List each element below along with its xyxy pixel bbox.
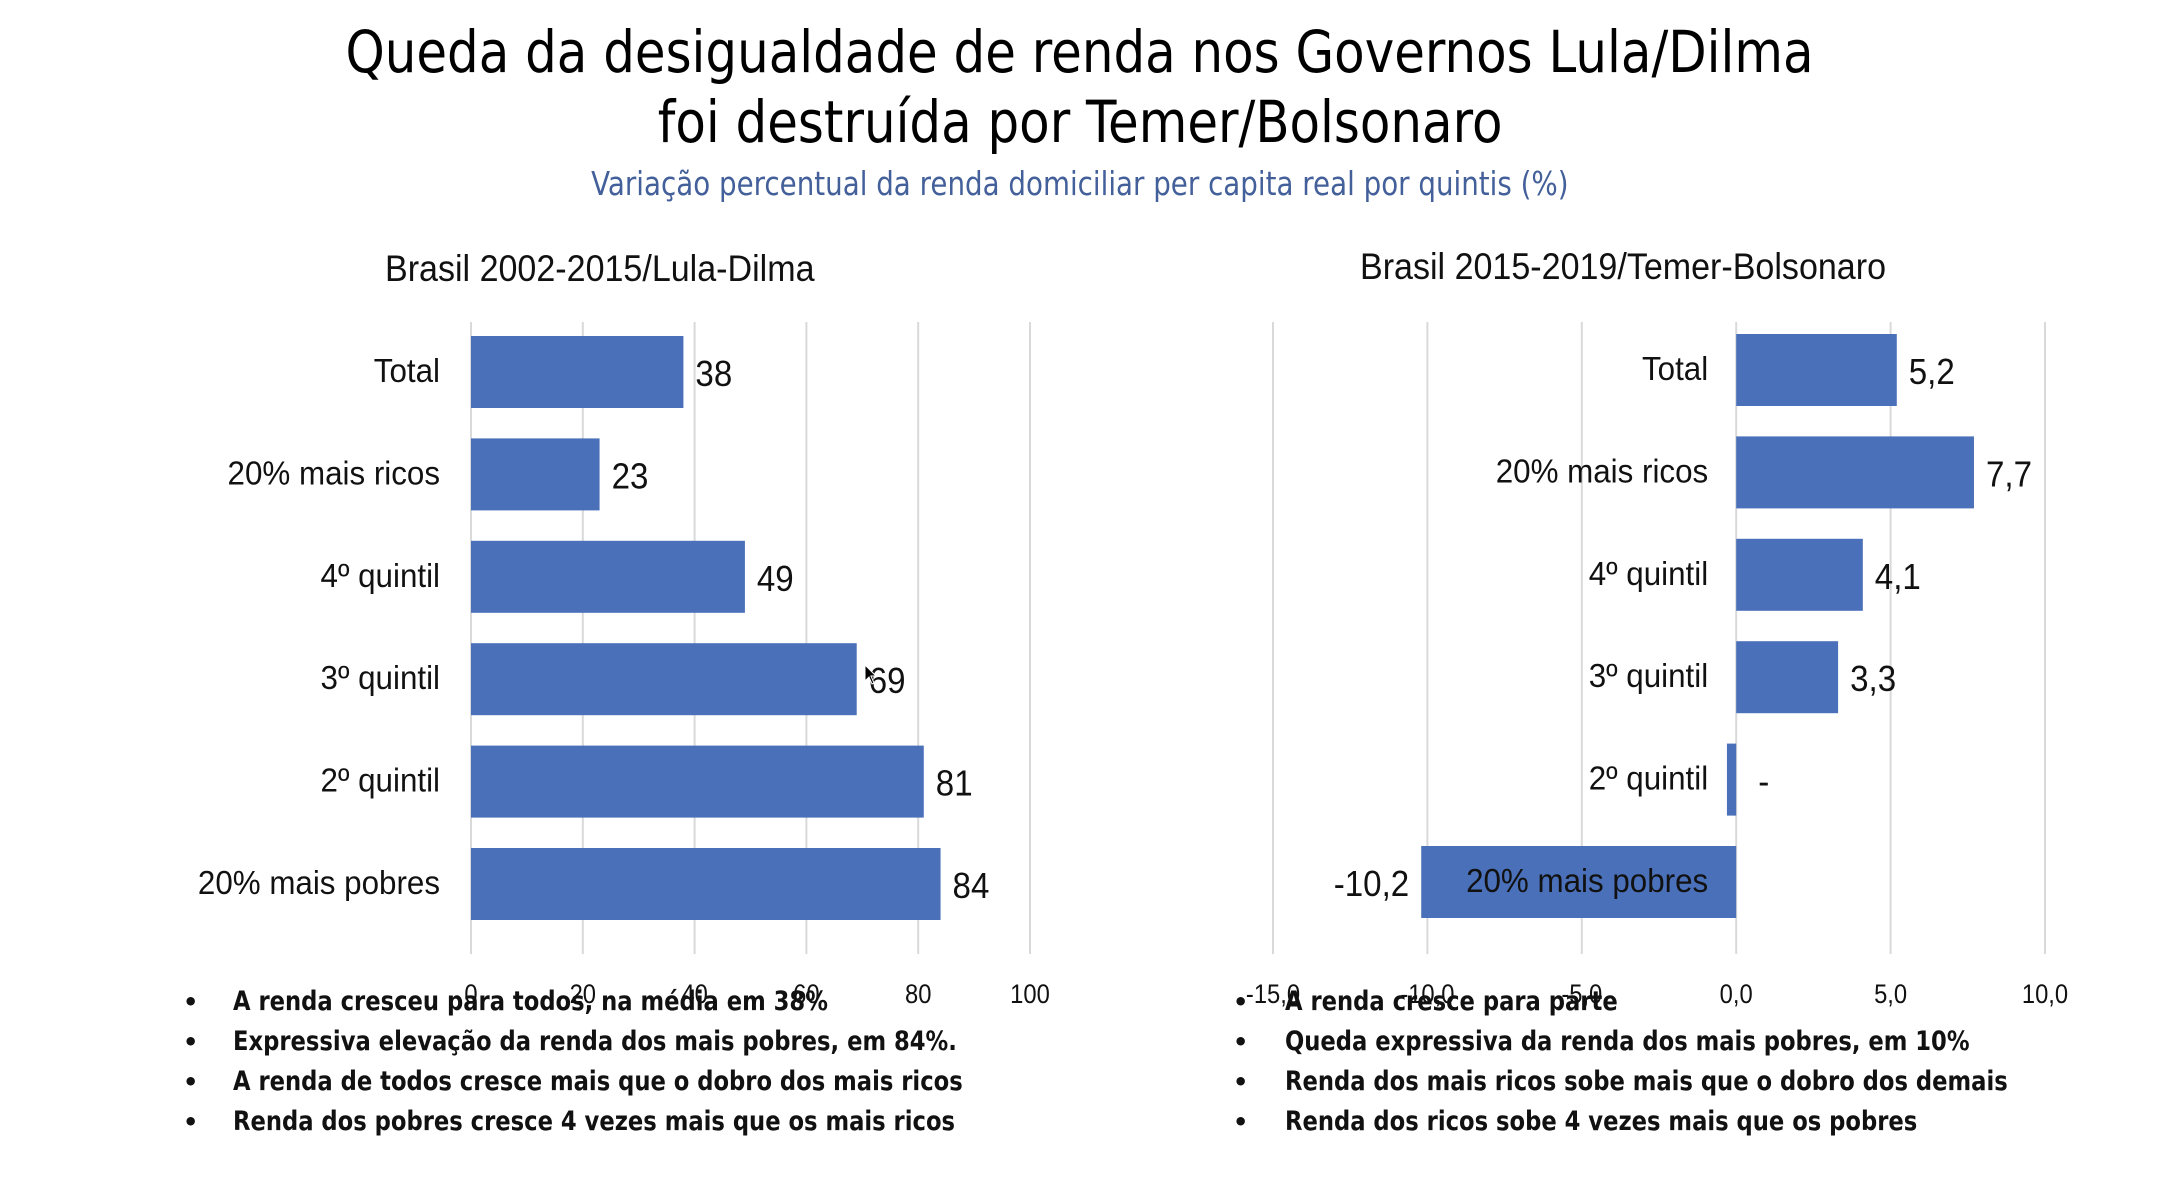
category-label: 20% mais ricos	[1496, 453, 1708, 490]
data-label: 38	[695, 355, 732, 395]
bar	[471, 540, 745, 613]
x-tick-label: 20	[570, 980, 596, 1010]
data-label: 69	[869, 662, 906, 702]
x-tick-label: 100	[1010, 980, 1050, 1010]
x-tick-label: -10,0	[1400, 980, 1454, 1010]
right-chart-title: Brasil 2015-2019/Temer-Bolsonaro	[1360, 246, 1887, 287]
data-label: 7,7	[1986, 455, 2032, 495]
slide-subtitle: Variação percentual da renda domiciliar …	[0, 164, 2160, 203]
bullet-icon: •	[183, 1108, 199, 1136]
category-label: 4º quintil	[1589, 555, 1708, 592]
x-tick-label: 40	[681, 980, 707, 1010]
data-label: 23	[612, 457, 649, 497]
category-label: 2º quintil	[321, 762, 440, 799]
bullet-text: A renda cresceu para todos, na média em …	[233, 986, 828, 1017]
bullet-icon: •	[183, 988, 199, 1016]
category-label: 20% mais pobres	[198, 864, 440, 901]
x-tick-label: 80	[905, 980, 931, 1010]
bar	[1726, 743, 1737, 816]
x-tick-label: 10,0	[2022, 980, 2068, 1010]
slide-title-line-2-text: foi destruída por Temer/Bolsonaro	[657, 88, 1503, 156]
data-label: 84	[953, 867, 990, 907]
bar	[471, 848, 941, 920]
category-label: 3º quintil	[1589, 657, 1708, 694]
bar	[1421, 846, 1737, 918]
slide-title-line-1-text: Queda da desigualdade de renda nos Gover…	[345, 18, 1815, 86]
bullet-text: Expressiva elevação da renda dos mais po…	[233, 1026, 957, 1057]
bar	[471, 336, 684, 408]
bullet-text: Renda dos ricos sobe 4 vezes mais que os…	[1285, 1106, 1918, 1137]
x-tick-label: 0,0	[1720, 980, 1753, 1010]
mouse-pointer-icon	[864, 664, 878, 685]
category-label: 2º quintil	[1589, 760, 1708, 797]
slide-title-line-1: Queda da desigualdade de renda nos Gover…	[0, 18, 2160, 86]
slide-title-line-2: foi destruída por Temer/Bolsonaro	[0, 88, 2160, 156]
bullet-text: Queda expressiva da renda dos mais pobre…	[1285, 1026, 1970, 1057]
bar	[471, 438, 600, 511]
x-tick-label: -5,0	[1561, 980, 1602, 1010]
data-label: -10,2	[1334, 865, 1409, 905]
category-label: 20% mais ricos	[228, 455, 440, 492]
data-label: 49	[757, 560, 794, 600]
bullet-icon: •	[1233, 1068, 1249, 1096]
x-tick-label: 60	[793, 980, 819, 1010]
bar	[471, 643, 857, 716]
category-label: Total	[1642, 350, 1708, 387]
category-label: 4º quintil	[321, 557, 440, 594]
data-label: 5,2	[1909, 353, 1955, 393]
x-tick-label: 0	[464, 980, 477, 1010]
bullet-text: A renda cresce para parte	[1285, 986, 1618, 1017]
bullet-icon: •	[1233, 1108, 1249, 1136]
bullet-icon: •	[1233, 988, 1249, 1016]
data-label: 3,3	[1850, 660, 1896, 700]
x-tick-label: -15,0	[1246, 980, 1300, 1010]
category-label: Total	[374, 352, 440, 389]
category-label: 3º quintil	[321, 659, 440, 696]
bullet-text: Renda dos pobres cresce 4 vezes mais que…	[233, 1106, 956, 1137]
bar	[1736, 538, 1863, 611]
bullet-text: A renda de todos cresce mais que o dobro…	[233, 1066, 963, 1097]
data-label: -	[1758, 762, 1769, 802]
slide-subtitle-text: Variação percentual da renda domiciliar …	[591, 164, 1569, 203]
bar	[1736, 436, 1974, 509]
bar	[1736, 334, 1897, 406]
category-label: 20% mais pobres	[1466, 862, 1708, 899]
bullet-icon: •	[183, 1028, 199, 1056]
x-tick-label: 5,0	[1874, 980, 1907, 1010]
bar	[471, 745, 924, 818]
bullet-icon: •	[1233, 1028, 1249, 1056]
data-label: 81	[936, 764, 973, 804]
bullet-icon: •	[183, 1068, 199, 1096]
bullet-text: Renda dos mais ricos sobe mais que o dob…	[1285, 1066, 2008, 1097]
bar	[1736, 641, 1839, 714]
data-label: 4,1	[1875, 558, 1921, 598]
left-chart-title: Brasil 2002-2015/Lula-Dilma	[385, 248, 815, 289]
